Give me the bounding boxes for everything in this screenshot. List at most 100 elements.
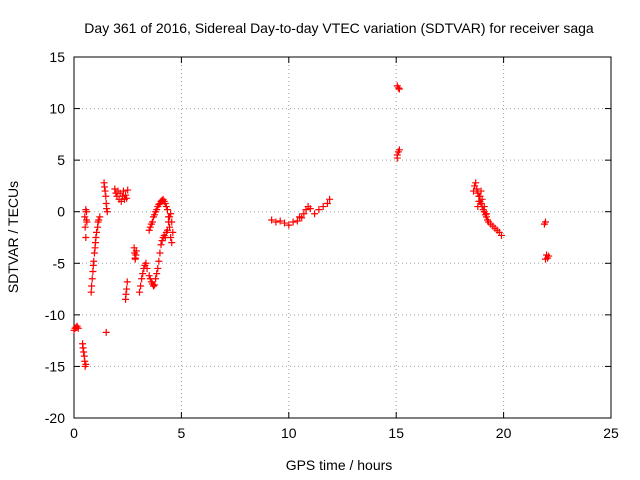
data-point xyxy=(323,199,331,207)
data-point xyxy=(298,214,306,222)
x-axis-label: GPS time / hours xyxy=(286,457,393,473)
data-point xyxy=(90,249,98,257)
data-point xyxy=(163,206,171,214)
data-point xyxy=(119,187,127,195)
y-tick-label: 5 xyxy=(57,152,65,168)
y-tick-label: -10 xyxy=(45,307,65,323)
chart-title: Day 361 of 2016, Sidereal Day-to-day VTE… xyxy=(84,20,594,36)
data-point xyxy=(168,239,176,247)
data-point xyxy=(136,288,144,296)
y-tick-label: 15 xyxy=(49,49,65,65)
data-point xyxy=(167,234,175,241)
data-point xyxy=(300,210,308,218)
data-point xyxy=(122,290,130,298)
data-point xyxy=(79,344,87,352)
data-point xyxy=(102,192,110,200)
data-point xyxy=(149,282,157,290)
data-point xyxy=(545,252,553,260)
x-tick-label: 5 xyxy=(178,425,186,441)
data-point xyxy=(93,228,101,236)
data-point xyxy=(155,257,163,265)
data-point xyxy=(162,203,170,211)
plot-frame xyxy=(73,56,612,419)
data-point xyxy=(541,218,549,226)
data-point xyxy=(151,211,159,219)
data-point xyxy=(161,199,169,207)
data-point xyxy=(152,275,160,283)
data-point xyxy=(145,272,153,280)
grid-layer xyxy=(74,57,611,418)
data-point xyxy=(473,185,481,193)
data-point xyxy=(154,264,162,272)
data-point xyxy=(482,210,490,218)
data-point xyxy=(145,226,153,234)
data-point xyxy=(138,275,146,283)
data-point xyxy=(395,85,403,93)
data-point xyxy=(293,217,301,225)
y-tick-label: -5 xyxy=(53,255,66,271)
data-point xyxy=(142,259,150,267)
data-point xyxy=(157,241,165,249)
data-point xyxy=(319,203,327,211)
data-point xyxy=(151,281,159,289)
data-point xyxy=(123,278,131,286)
y-tick-label: -15 xyxy=(45,358,65,374)
data-point xyxy=(123,285,131,293)
x-tick-label: 25 xyxy=(603,425,619,441)
data-point xyxy=(103,205,111,213)
data-point xyxy=(82,360,90,368)
data-point xyxy=(480,203,488,211)
data-point xyxy=(156,249,164,257)
data-point xyxy=(102,328,110,336)
data-point xyxy=(82,234,90,241)
data-point xyxy=(95,216,103,224)
data-point xyxy=(541,255,549,263)
data-point xyxy=(394,84,402,92)
data-point xyxy=(166,223,174,231)
data-point xyxy=(276,217,284,225)
data-point xyxy=(96,213,104,221)
data-point xyxy=(395,146,403,154)
data-point xyxy=(153,206,161,214)
data-point xyxy=(87,288,95,296)
data-point xyxy=(478,195,486,203)
data-point xyxy=(80,348,88,356)
data-point xyxy=(472,179,480,187)
y-tick-label: -20 xyxy=(45,410,65,426)
data-point xyxy=(169,228,177,236)
data-point xyxy=(103,208,111,216)
data-point xyxy=(89,268,97,276)
data-point xyxy=(123,194,131,202)
data-point xyxy=(306,205,314,213)
data-points xyxy=(70,82,553,370)
data-point xyxy=(101,187,109,195)
data-point xyxy=(153,270,161,278)
data-point xyxy=(477,187,485,195)
data-point xyxy=(146,223,154,231)
data-point xyxy=(131,255,139,263)
data-point xyxy=(143,264,151,272)
data-point xyxy=(158,237,166,245)
data-point xyxy=(315,206,323,214)
data-point xyxy=(132,247,140,255)
x-tick-label: 10 xyxy=(281,425,297,441)
data-point xyxy=(122,191,130,199)
x-tick-label: 0 xyxy=(70,425,78,441)
data-point xyxy=(137,282,145,290)
data-point xyxy=(474,203,482,211)
data-point xyxy=(139,270,147,278)
data-point xyxy=(311,210,319,218)
y-tick-label: 10 xyxy=(49,101,65,117)
x-tick-label: 15 xyxy=(388,425,404,441)
data-point xyxy=(268,216,276,224)
data-point xyxy=(272,218,280,226)
y-tick-label: 0 xyxy=(57,204,65,220)
data-point xyxy=(124,186,132,194)
data-point xyxy=(88,275,96,283)
data-point xyxy=(393,154,401,162)
data-point xyxy=(88,282,96,290)
data-point xyxy=(101,183,109,191)
data-point xyxy=(285,221,293,229)
